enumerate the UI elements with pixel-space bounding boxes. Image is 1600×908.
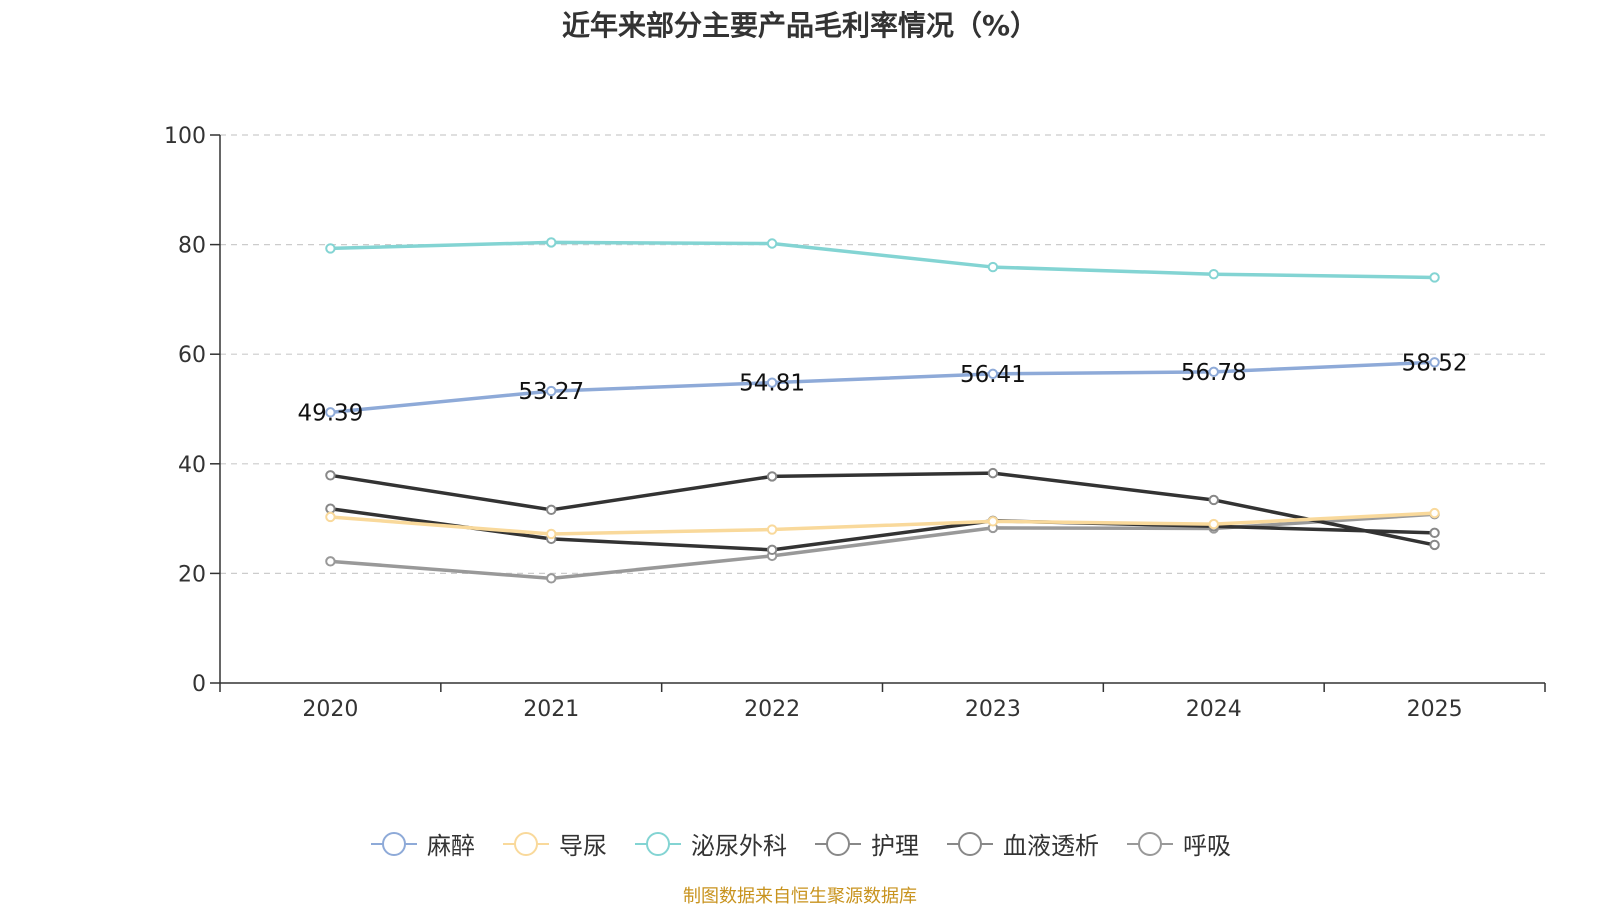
- data-point-泌尿外科: [325, 243, 336, 254]
- data-point-导尿: [766, 524, 778, 535]
- data-point-呼吸: [325, 556, 336, 567]
- series-line-护理: [330, 471, 1435, 547]
- y-tick-label: 80: [178, 234, 206, 259]
- x-tick-label: 2024: [1186, 697, 1242, 722]
- data-point-血液透析: [766, 544, 778, 556]
- y-tick-label: 100: [164, 124, 206, 149]
- data-point-护理: [1429, 539, 1440, 551]
- legend-label: 血液透析: [1003, 832, 1099, 860]
- data-point-护理: [325, 470, 336, 481]
- data-point-麻醉: [546, 385, 557, 397]
- data-point-导尿: [546, 528, 557, 540]
- data-label: 53.27: [518, 379, 584, 405]
- data-point-麻醉: [1429, 357, 1440, 368]
- y-tick-label: 0: [192, 672, 206, 697]
- data-point-导尿: [1429, 507, 1440, 519]
- x-tick-label: 2023: [965, 697, 1021, 722]
- legend-label: 导尿: [559, 832, 607, 860]
- data-label: 49.39: [297, 400, 363, 426]
- y-tick-label: 20: [178, 562, 206, 587]
- data-label: 56.41: [960, 362, 1026, 388]
- legend-item[interactable]: 护理: [813, 826, 919, 861]
- data-point-血液透析: [325, 503, 336, 514]
- data-point-护理: [546, 504, 557, 516]
- data-point-护理: [766, 471, 778, 482]
- legend-marker-icon: [815, 831, 861, 856]
- legend-item[interactable]: 麻醉: [369, 826, 475, 861]
- legend-label: 泌尿外科: [691, 832, 787, 860]
- series-lines: [325, 237, 1440, 584]
- legend-marker-icon: [503, 831, 549, 856]
- data-point-麻醉: [987, 368, 999, 380]
- chart-title: 近年来部分主要产品毛利率情况（%）: [561, 9, 1039, 42]
- data-label: 58.52: [1402, 350, 1468, 376]
- x-tick-label: 2021: [523, 697, 579, 722]
- data-point-护理: [987, 467, 999, 479]
- x-tick-label: 2022: [744, 697, 800, 722]
- legend-label: 麻醉: [427, 832, 475, 860]
- y-tick-label: 60: [178, 343, 206, 368]
- data-point-导尿: [325, 511, 336, 523]
- legend: 麻醉 导尿 泌尿外科 护理 血液透析 呼吸: [0, 826, 1600, 861]
- data-point-泌尿外科: [1208, 268, 1219, 280]
- legend-marker-icon: [1127, 831, 1173, 856]
- data-point-麻醉: [1208, 366, 1219, 378]
- axes: 0 20 40 60 80 100 2020 2021 2022 2023 2024 2025: [164, 124, 1546, 722]
- source-note: 制图数据来自恒生聚源数据库: [683, 886, 917, 907]
- x-tick-label: 2020: [302, 697, 358, 722]
- legend-label: 护理: [871, 832, 919, 860]
- data-point-导尿: [1208, 518, 1219, 530]
- legend-marker-icon: [635, 831, 681, 856]
- data-point-呼吸: [546, 573, 557, 584]
- legend-item[interactable]: 呼吸: [1125, 826, 1231, 861]
- y-tick-label: 40: [178, 453, 206, 478]
- legend-item[interactable]: 泌尿外科: [633, 826, 787, 861]
- data-point-泌尿外科: [766, 238, 778, 249]
- grid-lines: [220, 134, 1545, 575]
- legend-marker-icon: [371, 831, 417, 856]
- data-point-泌尿外科: [1429, 272, 1440, 283]
- legend-item[interactable]: 导尿: [501, 826, 607, 861]
- series-line-血液透析: [330, 507, 1435, 552]
- data-labels: 49.39 53.27 54.81 56.41 56.78 58.52: [297, 350, 1467, 426]
- data-point-麻醉: [325, 407, 336, 418]
- legend-item[interactable]: 血液透析: [945, 826, 1099, 861]
- series-line-导尿: [330, 511, 1435, 536]
- legend-marker-icon: [947, 831, 993, 856]
- legend-label: 呼吸: [1183, 832, 1231, 860]
- x-tick-label: 2025: [1407, 697, 1463, 722]
- data-point-护理: [1208, 494, 1219, 506]
- data-point-泌尿外科: [546, 237, 557, 248]
- data-label: 54.81: [739, 371, 805, 397]
- data-point-血液透析: [1429, 527, 1440, 539]
- series-line-泌尿外科: [330, 240, 1435, 280]
- data-point-麻醉: [766, 377, 778, 388]
- data-point-导尿: [987, 516, 999, 527]
- data-label: 56.78: [1181, 360, 1247, 386]
- data-point-泌尿外科: [987, 261, 999, 273]
- series-line-麻醉: [330, 360, 1435, 415]
